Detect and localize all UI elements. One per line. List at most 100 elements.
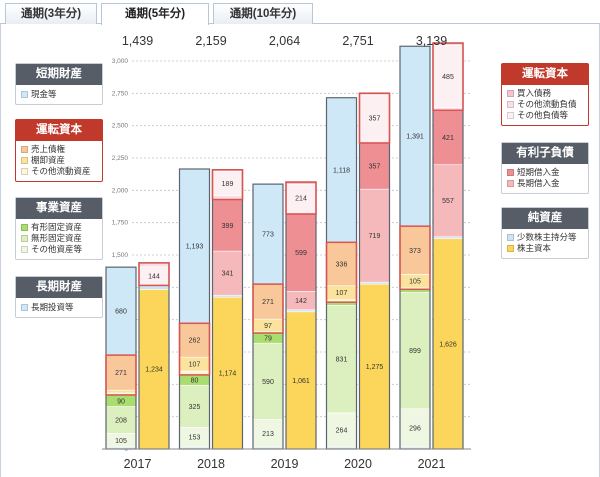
asset-segment: [105, 389, 137, 394]
legend-item-receivables: 売上債権: [16, 144, 102, 155]
asset-segment: [105, 354, 137, 391]
asset-working-capital-highlight: [178, 322, 211, 376]
legend-item-inventory: 棚卸資産: [16, 155, 102, 166]
legend-card-net-assets: 純資産 少数株主持分等 株主資本: [501, 207, 589, 259]
asset-segment: [399, 408, 431, 448]
legend-item-label: 株主資本: [517, 243, 552, 253]
total-label: 2,064: [269, 34, 300, 48]
y-tick-label: 3,000: [112, 58, 129, 65]
asset-segment: [326, 305, 357, 414]
legend-swatch: [507, 169, 514, 176]
asset-segment-label: 1,118: [333, 168, 350, 175]
total-label: 2,751: [342, 34, 373, 48]
liability-segment-label: 719: [369, 233, 381, 240]
asset-segment-label: 79: [264, 336, 272, 343]
legend-card-title: 運転資本: [16, 120, 102, 141]
liability-working-capital-highlight: [138, 262, 170, 287]
legend-item-label: 有形固定資産: [31, 222, 83, 232]
liability-segment-label: 1,061: [292, 378, 310, 385]
year-label: 2017: [124, 457, 152, 471]
liability-segment-label: 1,174: [219, 371, 237, 378]
asset-segment-label: 153: [189, 435, 201, 442]
legend-item-long-term-loans: 長期借入金: [502, 178, 588, 189]
legend-item-label: 売上債権: [31, 144, 66, 154]
legend-item-cash: 現金等: [16, 89, 102, 100]
asset-segment-label: 899: [409, 348, 421, 355]
y-tick-label: 2,500: [112, 123, 129, 130]
tab-5-years[interactable]: 通期(5年分): [101, 3, 209, 25]
liability-segment: [432, 44, 464, 108]
liability-segment-label: 1,234: [145, 367, 163, 374]
y-tick-label: 2,750: [112, 90, 129, 97]
legend-swatch: [21, 246, 28, 253]
legend-card-title: 事業資産: [16, 198, 102, 219]
y-tick-label: 1,750: [112, 220, 129, 227]
year-label: 2021: [418, 457, 446, 471]
asset-segment-label: 208: [115, 418, 127, 425]
liability-segment: [212, 170, 243, 196]
legend-swatch: [507, 101, 514, 108]
asset-segment-label: 373: [409, 248, 421, 255]
asset-segment-label: 90: [117, 398, 125, 405]
legend-swatch: [507, 234, 514, 241]
asset-segment: [399, 225, 431, 275]
liability-segment: [432, 238, 464, 450]
liability-segment: [359, 188, 390, 283]
legend-item-label: 買入債務: [517, 88, 552, 98]
asset-segment-label: 107: [336, 290, 348, 297]
asset-working-capital-highlight: [105, 354, 137, 396]
liability-segment: [138, 289, 170, 450]
legend-item-shareholders-equity: 株主資本: [502, 243, 588, 254]
liability-segment-label: 142: [295, 298, 307, 305]
liability-segment-label: 557: [442, 198, 454, 205]
asset-segment-label: 590: [262, 379, 274, 386]
legend-item-label: その他流動負債: [517, 99, 577, 109]
asset-segment-label: 1,391: [406, 134, 424, 141]
liability-segment: [285, 184, 317, 213]
liability-segment-label: 599: [295, 250, 307, 257]
liability-working-capital-highlight: [211, 169, 244, 201]
legend-card-title: 短期財産: [16, 64, 102, 85]
legend-swatch: [507, 90, 514, 97]
legend-swatch: [21, 157, 28, 164]
legend-card-title: 純資産: [502, 208, 588, 229]
tab-10-years[interactable]: 通期(10年分): [213, 3, 313, 24]
y-tick-label: 2,000: [112, 187, 129, 194]
legend-swatch: [21, 146, 28, 153]
legend-item-other-current-liabilities: その他流動負債: [502, 99, 588, 110]
liability-segment-label: 1,626: [439, 341, 457, 348]
asset-segment-label: 271: [115, 370, 127, 377]
period-tab-bar: 通期(3年分) 通期(5年分) 通期(10年分): [0, 0, 600, 25]
legend-item-label: 長期借入金: [517, 178, 560, 188]
asset-segment: [399, 292, 431, 410]
liability-segment-label: 144: [148, 274, 160, 281]
liability-segment: [432, 109, 464, 166]
legend-item-label: 現金等: [31, 89, 57, 99]
asset-segment-label: 773: [262, 232, 274, 239]
asset-segment: [252, 419, 284, 448]
asset-working-capital-highlight: [252, 283, 284, 334]
asset-segment: [252, 342, 284, 420]
liability-working-capital-highlight: [285, 181, 317, 215]
legend-card-business-assets: 事業資産 有形固定資産 無形固定資産 その他資産等: [15, 197, 103, 260]
legend-item-label: その他資産等: [31, 244, 83, 254]
legend-card-long-term-assets: 長期財産 長期投資等: [15, 276, 103, 318]
legend-item-label: 短期借入金: [517, 167, 560, 177]
legend-card-title: 長期財産: [16, 277, 102, 298]
total-label: 1,439: [122, 34, 153, 48]
legend-item-minority-interests: 少数株主持分等: [502, 232, 588, 243]
asset-segment-label: 97: [264, 323, 272, 330]
liability-working-capital-highlight: [432, 42, 464, 112]
legend-swatch: [21, 304, 28, 311]
liability-segment-label: 357: [369, 164, 381, 171]
chart-panel: 02505007501,0001,2501,5001,7502,0002,250…: [0, 24, 600, 477]
legend-card-short-term-assets: 短期財産 現金等: [15, 63, 103, 105]
total-label: 2,159: [195, 34, 226, 48]
liability-working-capital-highlight: [358, 92, 391, 144]
legend-swatch: [21, 224, 28, 231]
legend-card-title: 運転資本: [502, 64, 588, 85]
asset-working-capital-highlight: [325, 241, 358, 303]
tab-3-years[interactable]: 通期(3年分): [5, 3, 97, 24]
legend-item-other-assets: その他資産等: [16, 244, 102, 255]
asset-segment-label: 80: [191, 378, 199, 385]
